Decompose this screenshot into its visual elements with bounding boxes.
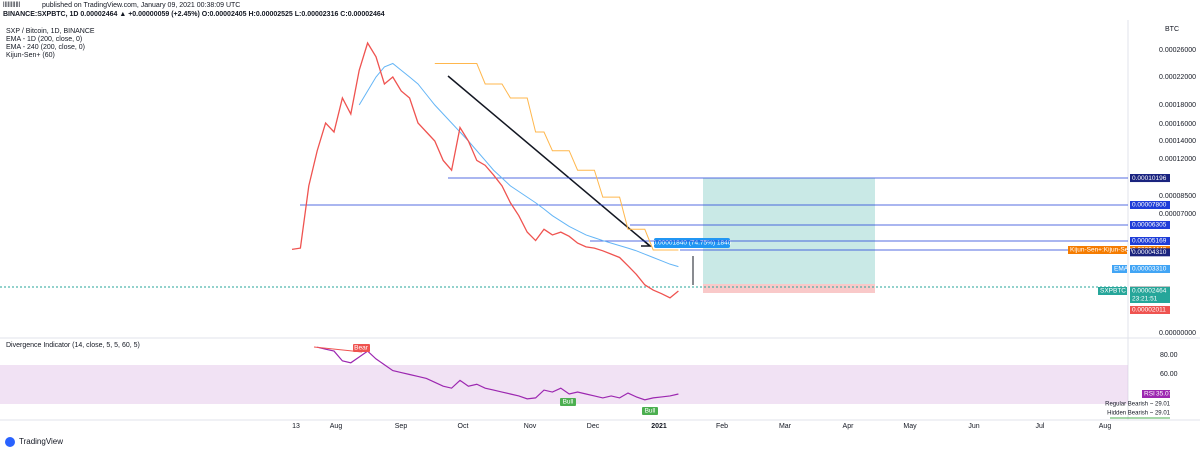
- price-axis-label: 0.00000000: [1159, 330, 1196, 337]
- tag-name: SXPBTC: [1100, 288, 1126, 295]
- legend-symbol: SXP / Bitcoin, 1D, BINANCE: [6, 28, 95, 35]
- time-axis-label: Dec: [587, 423, 600, 430]
- bull-label: Bull: [645, 408, 656, 415]
- price-axis-label: 0.00022000: [1159, 74, 1196, 81]
- price-tag: [1130, 265, 1170, 273]
- rsi-axis-label: 80.00: [1160, 352, 1178, 359]
- bull-box: [560, 398, 576, 406]
- measure-label: 0.00001840 (74.75%) 1840: [653, 240, 732, 247]
- price-axis-label: 0.00014000: [1159, 138, 1196, 145]
- symbol-line: BINANCE:SXPBTC, 1D 0.00002464 ▲ +0.00000…: [3, 11, 385, 18]
- time-axis-label: Jul: [1036, 423, 1045, 430]
- price-tag: [1130, 306, 1170, 314]
- time-axis-label: Mar: [779, 423, 792, 430]
- rsi-band: [0, 365, 1128, 404]
- time-axis-label: Sep: [395, 423, 408, 430]
- time-axis-label: Aug: [1099, 423, 1112, 430]
- time-axis-label: Nov: [524, 423, 537, 430]
- price-axis-label: 0.00016000: [1159, 121, 1196, 128]
- price-tag-label: 0.00004310: [1132, 249, 1167, 256]
- time-axis-label: Oct: [458, 423, 469, 430]
- time-axis-label: 2021: [651, 423, 667, 430]
- footer: TradingView: [19, 437, 63, 446]
- price-axis-label: 0.00007000: [1159, 211, 1196, 218]
- ema-line: [358, 62, 679, 268]
- arrow-head: [641, 239, 653, 247]
- tag-name-box: [1068, 246, 1127, 254]
- bull-box: [642, 407, 658, 415]
- price-tag-label: 0.00003310: [1132, 266, 1167, 273]
- tag-name-box: [1098, 287, 1127, 295]
- legend-ema2: EMA - 240 (200, close, 0): [6, 44, 85, 51]
- time-axis-label: Feb: [716, 423, 728, 430]
- trend-arrow: [447, 75, 651, 247]
- rsi-line: [317, 346, 679, 401]
- legend-kijun: Kijun-Sen+ (60): [6, 52, 55, 59]
- rsi-name: RSI: [1144, 391, 1155, 398]
- price-axis-label: 0.00026000: [1159, 47, 1196, 54]
- price-tag-label: 0.00006305: [1132, 222, 1167, 229]
- price-tag-label: 0.00002464: [1132, 288, 1167, 295]
- time-axis-label: 13: [292, 423, 300, 430]
- rsi-value: 35.07: [1156, 391, 1173, 398]
- divergence-note: Hidden Bearish ~ 29.01: [1107, 411, 1171, 417]
- price-tag-label: 0.00002011: [1132, 307, 1166, 314]
- price-tag: [1130, 174, 1170, 183]
- price-tag-label: 0.00007800: [1132, 202, 1167, 209]
- time-axis-label: Apr: [843, 423, 855, 430]
- measure-box: [654, 238, 730, 248]
- author: lllllllllll: [3, 2, 21, 9]
- indicator-title: Divergence Indicator (14, close, 5, 5, 6…: [6, 342, 140, 349]
- kijun-line: [434, 63, 679, 251]
- tag-name: EMA: [1114, 266, 1129, 273]
- stop-zone: [703, 284, 875, 293]
- price-line: [291, 41, 679, 299]
- price-tag-label: 0.00010196: [1132, 175, 1167, 182]
- price-tag: [1130, 237, 1170, 245]
- price-axis-label: 0.00018000: [1159, 102, 1196, 109]
- rsi-tag-box: [1142, 390, 1170, 398]
- price-tag-label: 0.00005169: [1132, 238, 1167, 245]
- time-axis-label: Jun: [968, 423, 979, 430]
- bear-label: Bear: [354, 345, 369, 352]
- currency: BTC: [1165, 26, 1179, 33]
- time-axis-label: May: [903, 423, 917, 430]
- logo: [5, 437, 15, 447]
- countdown-box: [1130, 295, 1170, 303]
- target-zone: [703, 178, 875, 284]
- tag-name-box: [1112, 265, 1127, 273]
- tag-name: Kijun-Sen+:Kijun-Sen: [1070, 247, 1132, 254]
- rsi-axis-label: 60.00: [1160, 371, 1178, 378]
- published: published on TradingView.com, January 09…: [42, 2, 240, 9]
- price-tag: [1130, 201, 1170, 209]
- bull-label: Bull: [563, 399, 574, 406]
- time-axis-label: Aug: [330, 423, 343, 430]
- countdown: 23:21:51: [1132, 296, 1158, 303]
- price-tag: [1130, 287, 1170, 295]
- bear-box: [353, 344, 370, 352]
- price-tag: [1130, 248, 1170, 257]
- price-axis-label: 0.00012000: [1159, 156, 1196, 163]
- price-axis-label: 0.00008500: [1159, 193, 1196, 200]
- legend-ema1: EMA - 1D (200, close, 0): [6, 36, 82, 43]
- price-tag: [1130, 221, 1170, 229]
- divergence-note: Regular Bearish ~ 29.01: [1105, 402, 1171, 408]
